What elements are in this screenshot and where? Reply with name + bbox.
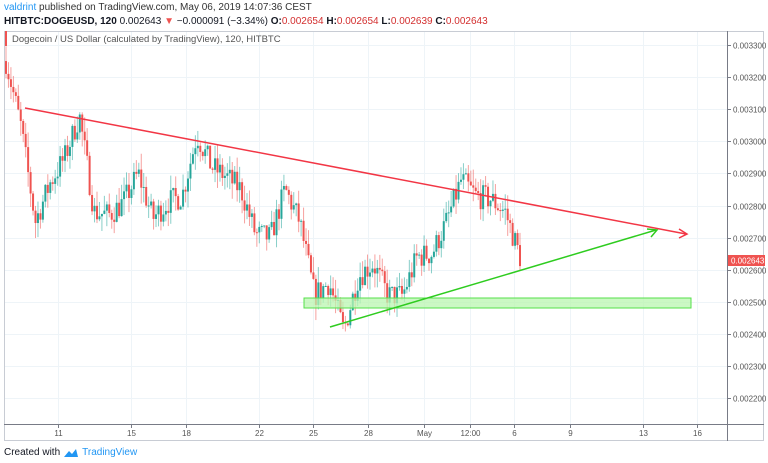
price-change: −0.000091 (−3.34%) <box>176 16 268 27</box>
author-link[interactable]: valdrint <box>4 2 37 13</box>
publish-info: valdrint published on TradingView.com, M… <box>4 1 312 15</box>
support-trendline[interactable] <box>329 228 659 328</box>
chart-legend: Dogecoin / US Dollar (calculated by Trad… <box>5 31 281 46</box>
open-label: O: <box>270 16 282 27</box>
tradingview-brand-link[interactable]: TradingView <box>82 447 138 458</box>
last-price-label: 0.002643 <box>728 255 765 266</box>
close-label: C: <box>435 16 446 27</box>
price-tick-label: 0.003000 <box>733 138 767 147</box>
footer: Created with TradingView <box>4 446 137 460</box>
price-tick-label: 0.002200 <box>733 395 767 404</box>
time-tick-label: 11 <box>54 429 63 438</box>
price-tick-label: 0.003100 <box>733 106 767 115</box>
price-tick-label: 0.003300 <box>733 42 767 51</box>
time-tick-label: 12:00 <box>460 429 481 438</box>
time-tick-label: 18 <box>182 429 191 438</box>
time-tick-label: 22 <box>255 429 264 438</box>
time-tick-label: 13 <box>639 429 648 438</box>
price-tick-label: 0.002300 <box>733 363 767 372</box>
tradingview-logo-icon <box>64 449 79 457</box>
symbol-label: HITBTC:DOGEUSD, 120 <box>4 16 117 27</box>
support-zone[interactable] <box>303 297 692 309</box>
price-tick-label: 0.002600 <box>733 267 767 276</box>
price-tick-label: 0.002700 <box>733 235 767 244</box>
low-label: L: <box>381 16 391 27</box>
time-tick-label: 15 <box>127 429 136 438</box>
last-price: 0.002643 <box>119 16 162 27</box>
published-text: published on TradingView.com, May 06, 20… <box>39 2 312 13</box>
time-tick-label: 28 <box>364 429 373 438</box>
resistance-trendline[interactable] <box>24 107 689 239</box>
time-axis[interactable]: 11 15 18 22 25 28 May 12:00 6 9 13 16 <box>4 424 764 438</box>
created-with-label: Created with <box>4 447 61 458</box>
quote-line: HITBTC:DOGEUSD, 120 0.002643 ▼ −0.000091… <box>4 15 488 29</box>
time-tick-label: 16 <box>693 429 702 438</box>
price-tick-label: 0.002500 <box>733 299 767 308</box>
price-tick-label: 0.002900 <box>733 170 767 179</box>
last-price-value: 0.002643 <box>731 257 765 266</box>
price-tick-label: 0.002400 <box>733 331 767 340</box>
chart-pane-border <box>4 31 764 441</box>
down-triangle-icon: ▼ <box>164 16 174 27</box>
time-tick-label: 6 <box>512 429 517 438</box>
time-tick-label: May <box>417 429 432 438</box>
price-tick-label: 0.002800 <box>733 203 767 212</box>
open-value: 0.002654 <box>281 16 324 27</box>
support-arrow-icon <box>646 228 659 238</box>
close-value: 0.002643 <box>445 16 488 27</box>
price-tick-label: 0.003200 <box>733 74 767 83</box>
grid-lines <box>5 32 727 424</box>
legend-title: Dogecoin / US Dollar (calculated by Trad… <box>12 34 281 45</box>
high-label: H: <box>326 16 337 27</box>
low-value: 0.002639 <box>390 16 433 27</box>
high-value: 0.002654 <box>336 16 379 27</box>
price-axis[interactable]: 0.003300 0.003200 0.003100 0.003000 0.002900… <box>727 31 767 441</box>
time-tick-label: 9 <box>568 429 573 438</box>
candlestick-series[interactable] <box>5 46 521 332</box>
time-tick-label: 25 <box>309 429 318 438</box>
resistance-arrow-icon <box>678 228 689 239</box>
